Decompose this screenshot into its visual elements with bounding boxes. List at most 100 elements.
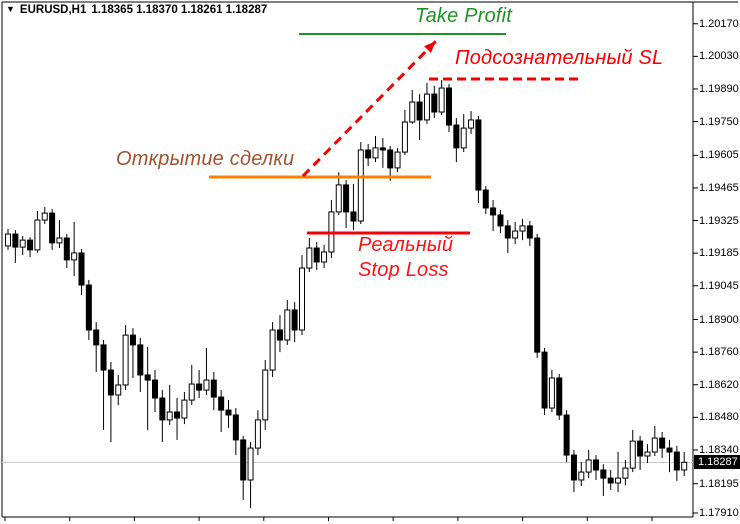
- price-axis-label: 1.19325: [699, 214, 739, 227]
- bull-candle: [188, 383, 195, 401]
- bear-candle: [225, 409, 232, 416]
- price-axis-label: 1.19045: [699, 279, 739, 292]
- bull-candle: [284, 309, 291, 341]
- price-axis-label: 1.18480: [699, 411, 739, 424]
- bear-candle: [12, 233, 19, 248]
- bull-candle: [247, 447, 254, 481]
- chart-ohlc-header: ▼ EURUSD,H1 1.18365 1.18370 1.18261 1.18…: [6, 4, 267, 16]
- bear-candle: [563, 414, 570, 456]
- bull-candle: [629, 440, 636, 469]
- bull-candle: [181, 399, 188, 419]
- bull-candle: [357, 149, 364, 222]
- real-stop-loss-label[interactable]: Реальный Stop Loss: [358, 234, 454, 281]
- price-axis-label: 1.18900: [699, 313, 739, 326]
- bull-candle: [41, 212, 48, 221]
- bear-candle: [446, 87, 452, 126]
- bear-candle: [482, 189, 489, 209]
- bear-candle: [27, 239, 34, 251]
- trend-arrow-head: [424, 41, 436, 53]
- bull-candle: [512, 230, 519, 239]
- bear-candle: [93, 329, 100, 346]
- bear-candle: [600, 469, 607, 479]
- bull-candle: [166, 411, 173, 421]
- bear-candle: [291, 309, 298, 331]
- bull-candle: [423, 93, 430, 121]
- trend-arrow[interactable]: [301, 39, 438, 178]
- bull-candle: [401, 121, 408, 153]
- bull-candle: [548, 377, 555, 409]
- bull-candle: [615, 477, 622, 484]
- bear-candle: [343, 184, 350, 213]
- bear-candle: [313, 247, 320, 263]
- bull-candle: [19, 239, 26, 248]
- bear-candle: [174, 411, 181, 419]
- bear-candle: [453, 124, 460, 149]
- bear-candle: [475, 119, 482, 191]
- bull-candle: [468, 119, 475, 129]
- bear-candle: [210, 379, 217, 398]
- price-axis-label: 1.20170: [699, 17, 739, 30]
- bull-candle: [372, 147, 379, 159]
- bear-candle: [431, 93, 438, 113]
- bear-candle: [218, 396, 225, 411]
- bull-candle: [394, 151, 401, 169]
- price-axis-label: 1.19750: [699, 115, 739, 128]
- bear-candle: [659, 437, 666, 449]
- ohlc-quote-label: 1.18365 1.18370 1.18261 1.18287: [91, 4, 268, 16]
- price-axis-label: 1.19890: [699, 82, 739, 95]
- bear-candle: [100, 344, 107, 371]
- bear-candle: [144, 374, 151, 381]
- bull-candle: [622, 467, 629, 479]
- bull-candle: [122, 334, 129, 386]
- bull-candle: [321, 251, 328, 263]
- price-axis-label: 1.19605: [699, 149, 739, 162]
- symbol-period-label: EURUSD,H1: [19, 4, 87, 16]
- bear-candle: [350, 211, 357, 222]
- bull-candle: [56, 237, 63, 244]
- take-profit-label[interactable]: Take Profit: [415, 5, 513, 27]
- bear-candle: [593, 459, 599, 471]
- bear-candle: [556, 377, 563, 416]
- bull-candle: [115, 384, 122, 396]
- bull-candle: [299, 267, 305, 331]
- bear-candle: [196, 383, 203, 391]
- bear-candle: [232, 414, 239, 441]
- price-axis-corner-label: 1.17910: [699, 507, 739, 519]
- bull-candle: [681, 461, 688, 471]
- bear-candle: [534, 237, 541, 353]
- bull-candle: [519, 225, 526, 232]
- subconscious-sl-label[interactable]: Подсознательный SL: [455, 47, 664, 69]
- bull-candle: [460, 127, 467, 149]
- bull-candle: [203, 379, 210, 391]
- bear-candle: [152, 379, 158, 399]
- price-axis-label: 1.18195: [699, 477, 739, 490]
- bull-candle: [644, 451, 651, 457]
- bear-candle: [63, 237, 70, 261]
- bear-candle: [276, 329, 283, 341]
- bear-candle: [607, 477, 614, 484]
- bull-candle: [438, 87, 445, 113]
- bear-candle: [387, 149, 394, 169]
- bear-candle: [78, 252, 85, 286]
- bull-candle: [651, 437, 658, 453]
- bear-candle: [365, 149, 372, 159]
- bear-candle: [159, 397, 166, 421]
- bull-candle: [269, 329, 276, 371]
- bull-candle: [335, 184, 342, 213]
- bear-candle: [85, 284, 92, 331]
- bull-candle: [262, 369, 269, 421]
- price-axis-label: 1.18760: [699, 346, 739, 359]
- bull-candle: [71, 252, 78, 261]
- bear-candle: [497, 214, 504, 227]
- symbol-dropdown-icon[interactable]: ▼: [6, 4, 15, 14]
- price-axis-label: 1.18620: [699, 378, 739, 391]
- bull-candle: [585, 459, 592, 473]
- bear-candle: [107, 369, 114, 396]
- bear-candle: [490, 207, 497, 216]
- price-axis-label: 1.19185: [699, 247, 739, 260]
- bear-candle: [541, 351, 548, 409]
- trade-open-label[interactable]: Открытие сделки: [116, 148, 295, 170]
- bear-candle: [666, 447, 673, 453]
- bear-candle: [49, 212, 56, 244]
